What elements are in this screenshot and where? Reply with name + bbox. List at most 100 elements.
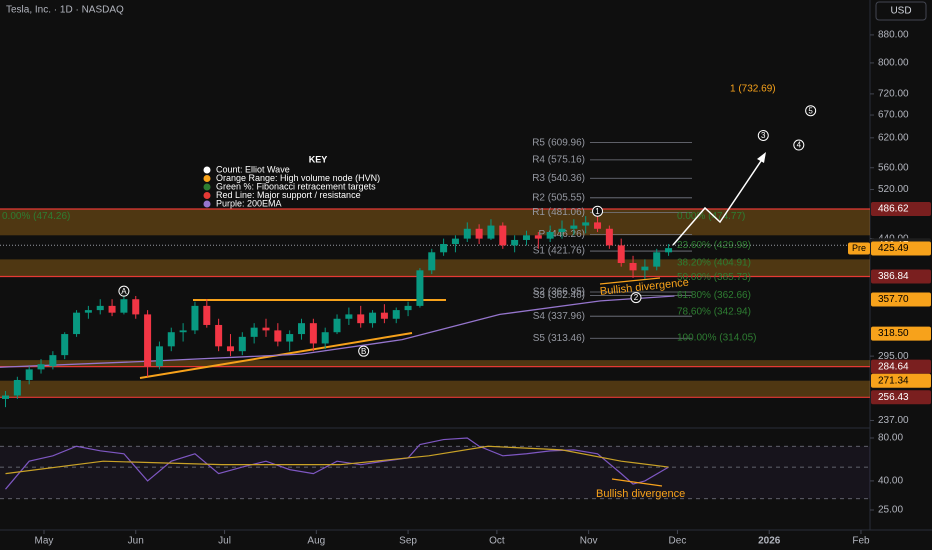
divergence-arrow [611,478,663,487]
y-tick-label: 800.00 [878,58,909,69]
candle-body [617,245,625,263]
currency[interactable]: USD [890,6,911,17]
arrow-head [757,152,766,163]
pivot-label: R4 (575.16) [532,155,585,166]
fib-label: 38.20% (404.91) [677,258,751,269]
candle-body [357,314,365,324]
wave-marker [118,285,130,297]
candle-body [475,228,483,239]
candle-body [582,222,590,226]
y-tick-label: 295.00 [878,351,909,362]
price-label-box [871,202,931,217]
candle-body [155,346,163,367]
candle-body [534,235,542,239]
candle-body [522,235,530,240]
divergence-arrow [599,277,661,285]
x-tick-label: 2026 [758,536,781,547]
price-label-box [871,241,931,256]
wave-marker [630,292,642,304]
pivot-label: R2 (505.55) [532,192,585,203]
candle-body [61,334,69,356]
wave-marker [757,129,769,141]
candle-body [309,323,317,344]
y-tick-label: 670.00 [878,110,909,121]
pivot-label: S1 (421.76) [533,246,585,257]
price-label-box [871,292,931,307]
key-dot [203,166,211,174]
pivot-label: R5 (609.96) [532,137,585,148]
candle-body [191,305,199,331]
candle-body [594,222,602,229]
pivot-label: R3 (540.36) [532,173,585,184]
wave-label: 1 [595,207,600,216]
candle-body [226,346,234,352]
price-label: 271.34 [878,375,909,386]
candle-body [286,334,294,342]
key-dot [203,192,211,199]
candle-body [392,310,400,319]
wave-marker [592,205,604,217]
candle-body [546,232,554,239]
candle-body [84,310,92,313]
price-label-box [871,373,931,388]
wave-label: B [361,347,366,356]
candle-body [511,239,519,246]
y-tick-label: 40.00 [878,476,903,487]
candle-body [120,299,128,313]
key-title: KEY [309,154,328,164]
candle-body [487,225,495,239]
pivot-label: S4 (337.96) [533,311,585,322]
candle-body [179,330,187,333]
price-label-box [871,390,931,405]
candle-body [108,305,116,313]
candle-body [440,244,448,253]
price-label: 386.84 [878,271,909,282]
candle-body [463,228,471,239]
wave-label: 5 [808,106,813,115]
wave-marker [805,105,817,117]
rsi-line [5,445,669,475]
price-label-box [871,359,931,374]
rsi-line [5,437,669,490]
x-tick-label: Feb [852,536,870,547]
rsi-band [0,446,870,499]
y-tick-label: 520.00 [878,184,909,195]
x-tick-label: Sep [399,536,417,547]
candle-body [13,379,21,396]
price-label: 256.43 [878,392,909,403]
currency-button[interactable] [875,1,927,21]
candle-body [404,305,412,311]
candle-body [215,324,223,347]
pre-box [848,242,870,255]
candle-body [49,355,57,367]
candle-body [167,332,175,347]
candle-body [37,364,45,370]
pivot-label: S5 (313.46) [533,333,585,344]
x-tick-label: Dec [669,536,687,547]
price-label: 318.50 [878,328,909,339]
x-tick-label: Oct [489,536,505,547]
x-tick-label: Aug [307,536,325,547]
hvn-zone [0,380,870,398]
x-tick-label: Jul [218,536,231,547]
fib-label: 100.00% (314.05) [677,332,757,343]
wave-label: A [121,287,127,296]
key-item: Red Line: Major support / resistance [216,190,361,200]
price-label: 284.64 [878,361,909,372]
pivot-label: S2 (366.95) [533,287,585,298]
candle-body [2,395,10,399]
candle-body [262,327,270,331]
candle-body [274,330,282,342]
key-item: Green %: Fibonacci retracement targets [216,181,376,191]
y-tick-label: 237.00 [878,415,909,426]
wave-label: 2 [634,293,639,302]
y-tick-label: 80.00 [878,433,903,444]
y-tick-label: 620.00 [878,132,909,143]
divergence-label: Bullish divergence [596,488,685,500]
y-tick-label: 25.00 [878,505,903,516]
wave-label: 4 [797,141,802,150]
candle-body [238,336,246,352]
candle-body [321,332,329,344]
key-item: Orange Range: High volume node (HVN) [216,173,380,183]
candle-body [25,369,33,380]
